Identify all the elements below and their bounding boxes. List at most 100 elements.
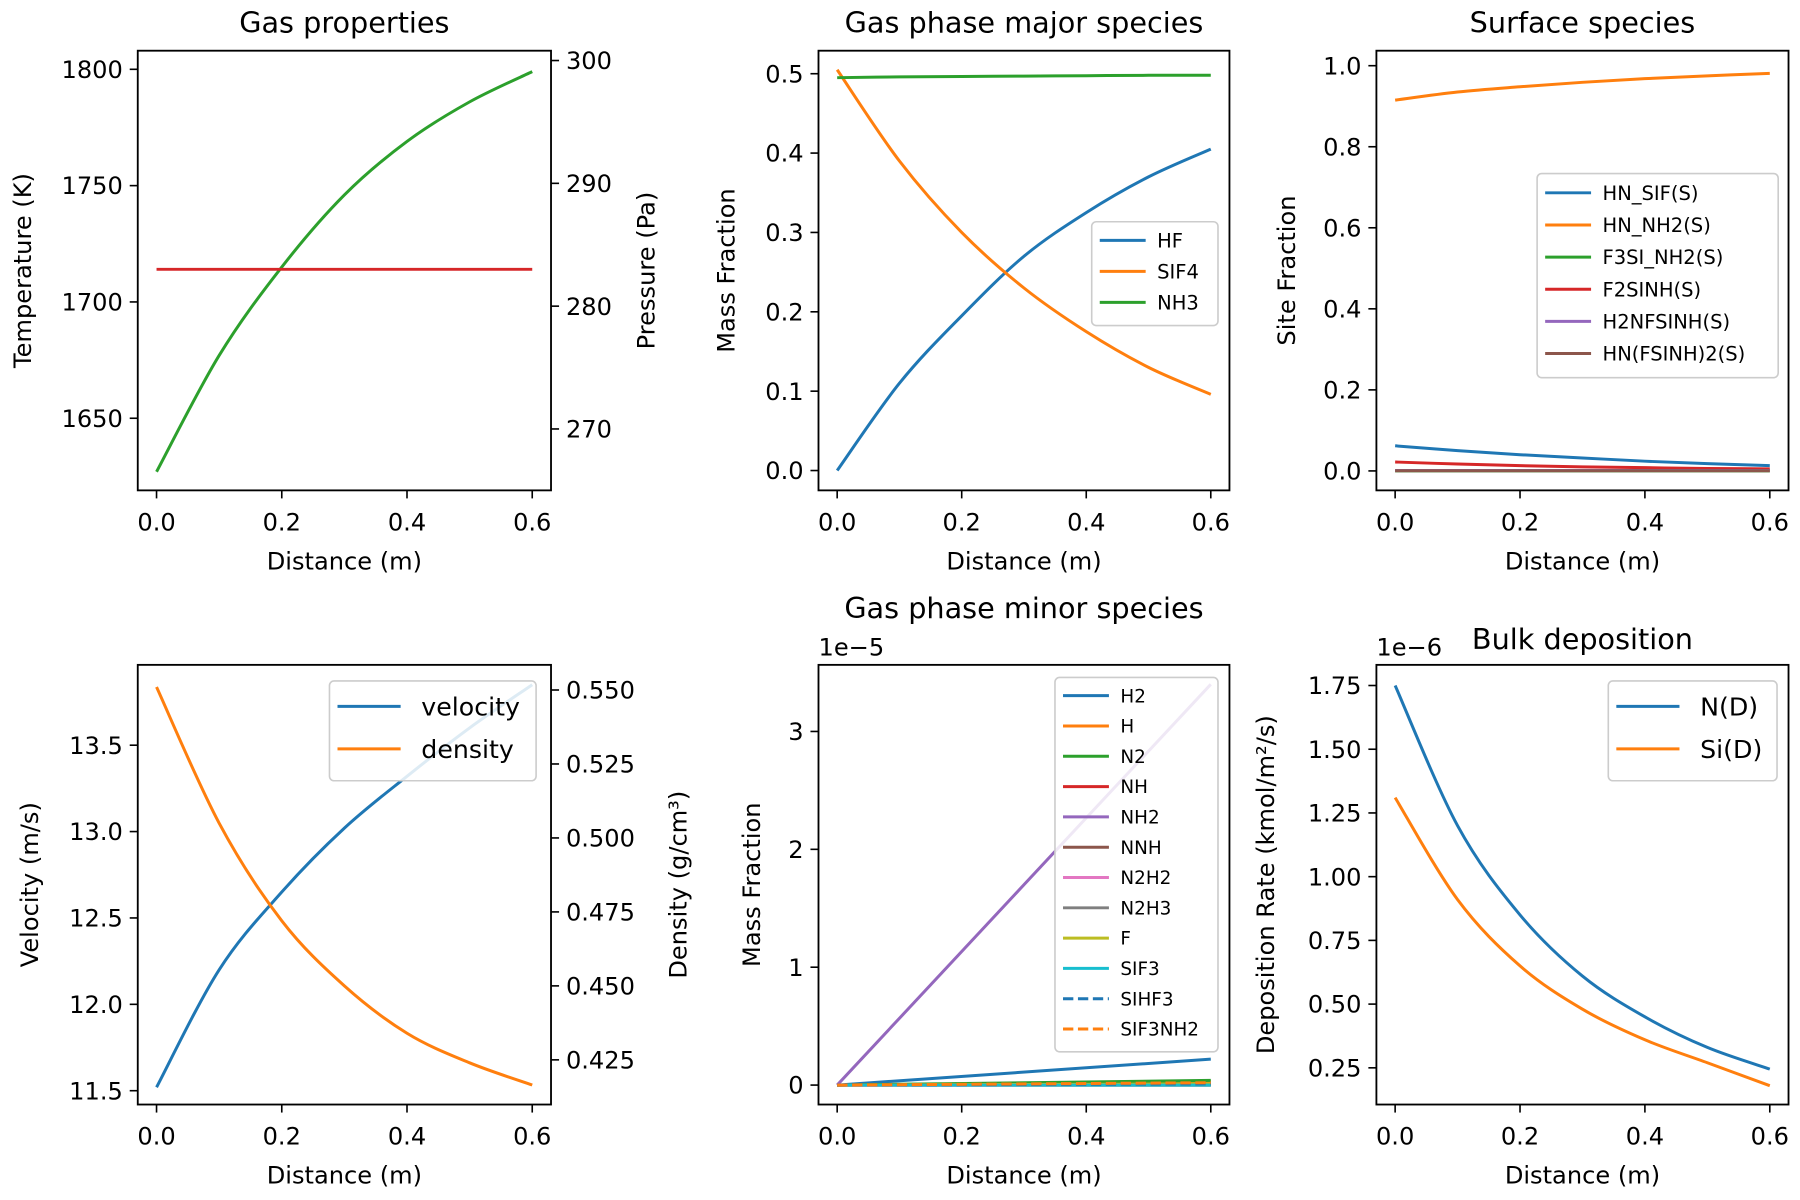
x-tick-label: 0.2 xyxy=(1501,509,1539,537)
y-tick-label: 0.4 xyxy=(765,140,803,168)
y-tick-label: 1.50 xyxy=(1308,736,1362,764)
legend-label: F2SINH(S) xyxy=(1603,278,1702,301)
y-axis-label: Mass Fraction xyxy=(713,188,741,353)
legend-label: N2 xyxy=(1120,747,1145,768)
x-axis-label: Distance (m) xyxy=(946,548,1101,576)
y2-tick-label: 0.475 xyxy=(566,899,635,927)
legend-label: HN_NH2(S) xyxy=(1603,214,1711,237)
subplot-1: 0.0 0.2 0.4 0.6 1650 1700 1750 1800 270 280 290 300… xyxy=(9,5,660,575)
y2-tick-label: 0.550 xyxy=(566,677,635,705)
x-axis-label: Distance (m) xyxy=(1505,548,1660,576)
legend: HF SIF4 NH3 xyxy=(1090,220,1219,327)
legend-label: HF xyxy=(1157,229,1183,252)
x-tick-label: 0.4 xyxy=(1067,1123,1105,1151)
series-line-Si(D) xyxy=(1393,796,1771,1088)
x-tick-label: 0.0 xyxy=(137,509,175,537)
legend-label: NH3 xyxy=(1157,291,1199,314)
axes-frame xyxy=(1375,663,1790,1106)
legend-label: SIF3 xyxy=(1120,959,1159,980)
legend: velocity density xyxy=(328,680,537,782)
x-axis-label: Distance (m) xyxy=(267,548,422,576)
legend: N(D) Si(D) xyxy=(1607,680,1778,782)
legend-label: SIHF3 xyxy=(1120,989,1173,1010)
legend-label: NH xyxy=(1120,777,1148,798)
y-tick-label: 1.75 xyxy=(1308,672,1362,700)
x-axis-label: Distance (m) xyxy=(267,1162,422,1190)
subplot-4: 0.0 0.2 0.4 0.6 11.5 12.0 12.5 13.0 13.5 0.425 0.4… xyxy=(16,663,692,1190)
legend-label: H2 xyxy=(1120,686,1146,707)
x-tick-label: 0.4 xyxy=(1626,1123,1664,1151)
x-tick-label: 0.6 xyxy=(513,1123,551,1151)
y2-axis-label: Density (g/cm³) xyxy=(664,791,692,979)
y2-tick-label: 300 xyxy=(566,47,612,75)
subplot-title: Gas phase major species xyxy=(845,5,1204,39)
y-tick-label: 1800 xyxy=(62,56,123,84)
x-tick-label: 0.6 xyxy=(1192,509,1230,537)
legend-label: NH2 xyxy=(1120,808,1159,829)
series-line-NH3 xyxy=(837,73,1211,80)
y-axis-label: Velocity (m/s) xyxy=(16,802,44,967)
x-tick-label: 0.6 xyxy=(1192,1123,1230,1151)
x-tick-label: 0.4 xyxy=(388,1123,426,1151)
legend-label: SIF4 xyxy=(1157,260,1199,283)
y-tick-label: 0.0 xyxy=(1323,458,1361,486)
subplot-6: 0.0 0.2 0.4 0.6 0.25 0.50 0.75 1.00 1.25 1.50 1.75… xyxy=(1252,622,1790,1190)
y-tick-label: 0.8 xyxy=(1323,133,1361,161)
subplot-title: Surface species xyxy=(1470,5,1696,39)
y-tick-label: 0.5 xyxy=(765,60,803,88)
legend-label: velocity xyxy=(421,693,520,722)
legend-label: HN_SIF(S) xyxy=(1603,182,1699,205)
y-tick-label: 13.0 xyxy=(69,818,123,846)
series-line-H2 xyxy=(837,1057,1211,1087)
y2-tick-label: 280 xyxy=(566,293,612,321)
y-tick-label: 0.2 xyxy=(765,298,803,326)
legend-box xyxy=(1090,220,1219,327)
y-tick-label: 1.0 xyxy=(1323,52,1361,80)
y-tick-label: 0.50 xyxy=(1308,991,1362,1019)
subplot-title: Bulk deposition xyxy=(1472,622,1693,656)
y-tick-label: 0.1 xyxy=(765,378,803,406)
y-tick-label: 12.5 xyxy=(69,905,123,933)
y2-tick-label: 0.500 xyxy=(566,825,635,853)
legend-label: HN(FSINH)2(S) xyxy=(1603,343,1746,366)
y-tick-label: 11.5 xyxy=(69,1077,123,1105)
legend-label: H xyxy=(1120,717,1134,738)
x-tick-label: 0.6 xyxy=(513,509,551,537)
x-tick-label: 0.0 xyxy=(818,509,856,537)
x-tick-label: 0.6 xyxy=(1751,1123,1789,1151)
y-tick-label: 0.3 xyxy=(765,219,803,247)
legend-label: N2H3 xyxy=(1120,898,1171,919)
subplot-title: Gas phase minor species xyxy=(844,591,1203,625)
y-tick-label: 1.00 xyxy=(1308,863,1362,891)
x-axis-label: Distance (m) xyxy=(1505,1162,1660,1190)
y2-tick-label: 0.450 xyxy=(566,972,635,1000)
x-axis-label: Distance (m) xyxy=(946,1162,1101,1190)
x-tick-label: 0.2 xyxy=(943,1123,981,1151)
x-tick-label: 0.0 xyxy=(1376,509,1414,537)
legend-label: F xyxy=(1120,929,1131,950)
y-axis-label: Deposition Rate (kmol/m²/s) xyxy=(1252,715,1280,1054)
legend-label: SIF3NH2 xyxy=(1120,1020,1199,1041)
legend-box xyxy=(1054,676,1219,1053)
y-tick-label: 1750 xyxy=(62,172,123,200)
y2-tick-label: 270 xyxy=(566,416,612,444)
y-tick-label: 12.0 xyxy=(69,991,123,1019)
legend-label: N2H2 xyxy=(1120,868,1171,889)
series-line-series-1 xyxy=(155,70,533,473)
y-tick-label: 1700 xyxy=(62,289,123,317)
series-line-HN_SIF(S) xyxy=(1395,444,1770,468)
legend: HN_SIF(S) HN_NH2(S) F3SI_NH2(S) F2SINH(S) H2… xyxy=(1536,172,1779,379)
y-tick-label: 2 xyxy=(788,836,803,864)
legend-label: F3SI_NH2(S) xyxy=(1603,246,1724,269)
y2-tick-label: 290 xyxy=(566,170,612,198)
x-tick-label: 0.0 xyxy=(137,1123,175,1151)
legend-label: N(D) xyxy=(1700,693,1758,722)
legend-label: NNH xyxy=(1120,838,1161,859)
axes-frame xyxy=(817,49,1231,492)
y-tick-label: 0.25 xyxy=(1308,1054,1362,1082)
axis-offset-text: 1e−6 xyxy=(1376,634,1442,662)
x-tick-label: 0.4 xyxy=(1067,509,1105,537)
y-tick-label: 1650 xyxy=(62,405,123,433)
series-line-density xyxy=(155,686,533,1087)
